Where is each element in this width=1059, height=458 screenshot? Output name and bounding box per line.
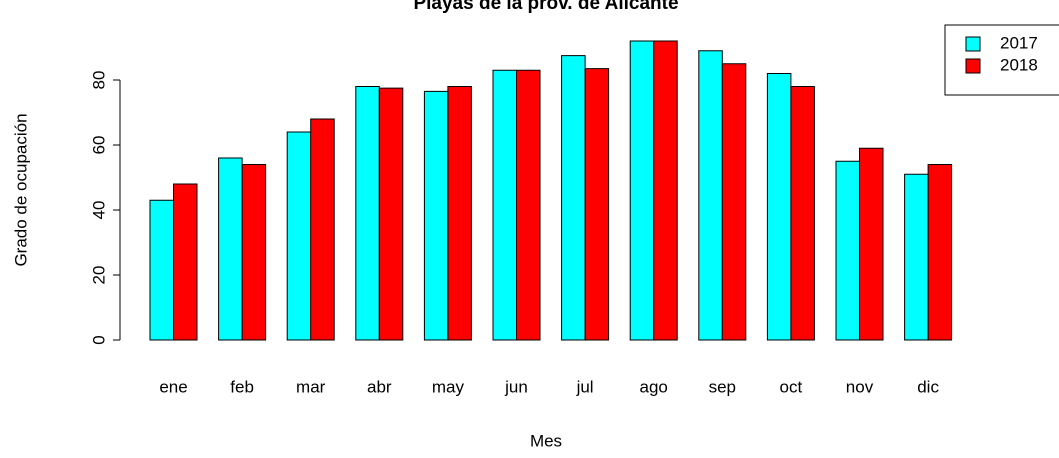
x-tick-label: feb <box>230 377 254 396</box>
bar <box>173 183 198 341</box>
bar <box>721 63 747 341</box>
y-tick-label: 20 <box>89 266 108 285</box>
y-tick-label: 60 <box>89 136 108 155</box>
bar <box>516 69 541 341</box>
chart-title: Playas de la prov. de Alicante <box>413 0 678 14</box>
x-tick-label: ago <box>640 377 668 396</box>
bar <box>859 147 884 341</box>
legend-swatch <box>965 58 981 74</box>
bar <box>218 157 243 341</box>
x-tick-label: dic <box>917 377 939 396</box>
y-tick-label: 40 <box>89 201 108 220</box>
bar <box>378 87 404 341</box>
legend-label: 2017 <box>1000 33 1038 52</box>
x-tick-label: mar <box>296 377 326 396</box>
bar <box>584 68 610 341</box>
x-tick-label: abr <box>367 377 392 396</box>
y-tick-label: 80 <box>89 71 108 90</box>
bar <box>790 86 815 341</box>
x-tick-label: oct <box>780 377 803 396</box>
bar <box>149 199 174 341</box>
bar <box>447 86 472 341</box>
x-tick-label: jul <box>576 377 594 396</box>
legend-box <box>944 24 1059 96</box>
bar <box>904 173 929 341</box>
x-tick-label: nov <box>846 377 874 396</box>
bar <box>310 118 335 341</box>
x-tick-label: jun <box>504 377 528 396</box>
bar <box>927 164 953 341</box>
y-tick-label: 0 <box>89 335 108 344</box>
bar <box>355 86 380 341</box>
legend-swatch <box>965 36 981 52</box>
bar <box>561 55 586 341</box>
x-tick-label: may <box>432 377 465 396</box>
bar <box>766 73 792 341</box>
x-tick-label: sep <box>709 377 736 396</box>
x-tick-label: ene <box>159 377 187 396</box>
x-axis-label: Mes <box>530 431 562 450</box>
bar <box>698 50 723 341</box>
bar <box>423 90 449 341</box>
legend-label: 2018 <box>1000 55 1038 74</box>
bar <box>629 40 655 341</box>
bar <box>492 69 517 341</box>
bar <box>653 40 678 341</box>
bar <box>241 164 267 341</box>
y-axis-label: Grado de ocupación <box>11 113 30 266</box>
bar <box>286 131 312 341</box>
bar <box>835 160 860 341</box>
